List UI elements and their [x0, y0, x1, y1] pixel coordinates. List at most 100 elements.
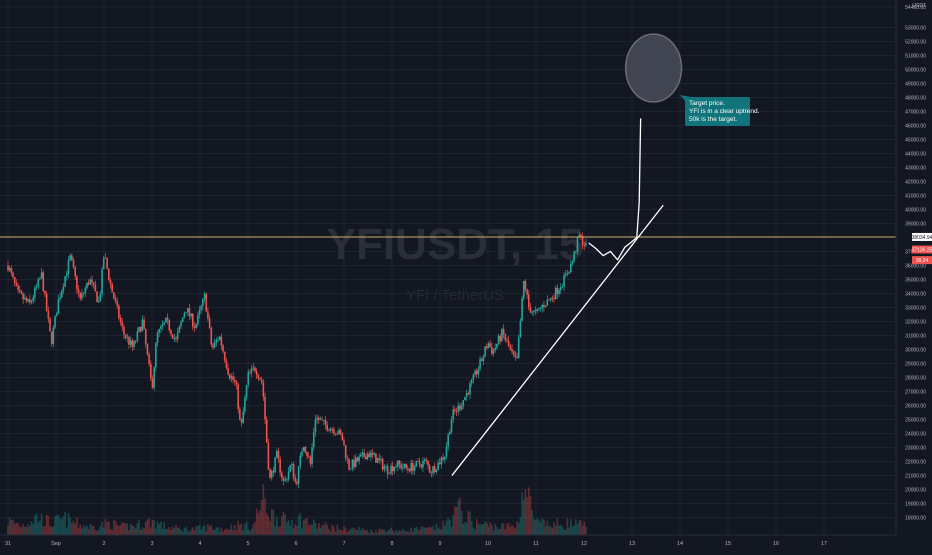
candle-body	[156, 332, 159, 344]
volume-bar	[106, 522, 108, 535]
candle-body	[230, 376, 233, 379]
candle-body	[390, 465, 392, 474]
volume-bar	[50, 526, 53, 535]
volume-bar	[91, 525, 93, 535]
candle-body	[77, 289, 80, 293]
candle-body	[281, 472, 283, 478]
drawings-layer[interactable]: Target price.YFI is in a clear uptrend.5…	[451, 33, 760, 476]
candle-body	[160, 326, 162, 329]
volume-bar	[373, 533, 376, 535]
candle-body	[202, 298, 204, 306]
volume-bar	[218, 531, 221, 535]
price-tick-label: 41000.00	[905, 193, 926, 199]
candle-body	[365, 456, 367, 460]
volume-bar	[336, 524, 339, 535]
candle-body	[49, 318, 51, 332]
price-tick-label: 47000.00	[905, 109, 926, 115]
candle-body	[30, 300, 33, 303]
volume-bar	[440, 529, 443, 535]
volume-bar	[198, 525, 201, 535]
volume-bar	[237, 520, 239, 535]
candle-body	[544, 305, 547, 307]
volume-bar	[351, 528, 354, 535]
candle-body	[34, 287, 36, 298]
volume-bar	[400, 530, 402, 535]
volume-bar	[338, 528, 340, 535]
candle-body	[361, 452, 364, 455]
candle-body	[519, 320, 522, 338]
candle-body	[566, 273, 569, 275]
candle-body	[319, 419, 322, 421]
candle-body	[437, 462, 439, 471]
volume-bar	[529, 496, 532, 535]
volume-bar	[250, 528, 253, 535]
price-tick-label: 33000.00	[905, 305, 926, 311]
candle-body	[311, 447, 313, 464]
volume-bar	[329, 531, 332, 535]
candle-body	[575, 251, 577, 253]
candle-body	[292, 464, 295, 479]
volume-bar	[45, 514, 48, 535]
candle-body	[346, 457, 349, 460]
candle-body	[440, 457, 443, 465]
volume-bar	[390, 527, 392, 535]
candle-body	[121, 322, 124, 327]
volume-bar	[484, 521, 486, 535]
volume-bar	[192, 527, 194, 535]
volume-bar	[29, 526, 31, 535]
volume-bar	[452, 515, 454, 535]
watermark-description: YFI / TetherUS	[406, 287, 504, 304]
candle-body	[104, 257, 107, 259]
candle-body	[240, 419, 243, 423]
volume-bar	[195, 526, 197, 535]
candle-body	[331, 428, 334, 430]
volume-bar	[185, 526, 187, 535]
volume-bar	[165, 529, 167, 535]
time-tick-label: 6	[294, 541, 297, 547]
volume-bar	[548, 525, 550, 535]
price-tick-label: 21000.00	[905, 473, 926, 479]
candle-body	[146, 343, 149, 355]
volume-bar	[97, 529, 100, 535]
candle-body	[585, 242, 587, 246]
candle-body	[257, 375, 260, 379]
projection-path	[588, 118, 642, 261]
volume-bar	[178, 527, 181, 535]
volume-bar	[108, 521, 110, 535]
volume-bar	[363, 529, 365, 535]
candle-body	[148, 354, 150, 365]
candle-body	[517, 337, 520, 359]
candle-body	[171, 334, 174, 339]
callout-line: Target price.	[689, 100, 725, 107]
candle-body	[124, 334, 127, 338]
candle-body	[237, 384, 239, 410]
candle-body	[94, 285, 97, 292]
volume-bar	[59, 517, 61, 535]
candle-body	[375, 453, 377, 463]
volume-bar	[181, 531, 184, 535]
candle-body	[116, 301, 118, 306]
volume-bar	[276, 516, 278, 535]
volume-bar	[516, 521, 518, 535]
volume-bar	[477, 523, 480, 535]
candle-body	[260, 379, 263, 383]
candle-body	[455, 410, 458, 412]
time-axis[interactable]: 31 Sep 2 3 4 5 6 7 8 9 10 11 12 13 14 15 16 17	[0, 534, 896, 547]
volume-bar	[514, 528, 517, 535]
volume-bar	[480, 524, 483, 535]
candle-body	[454, 409, 456, 411]
candle-body	[482, 356, 485, 361]
candle-body	[559, 287, 562, 291]
candle-body	[509, 346, 512, 350]
candle-body	[336, 433, 339, 435]
candle-body	[354, 457, 357, 467]
candle-body	[486, 346, 488, 349]
candle-body	[259, 378, 261, 380]
currency-label: USDT	[912, 3, 926, 9]
candle-body	[302, 447, 305, 452]
volume-bar	[220, 527, 223, 535]
volume-bar	[116, 524, 118, 535]
